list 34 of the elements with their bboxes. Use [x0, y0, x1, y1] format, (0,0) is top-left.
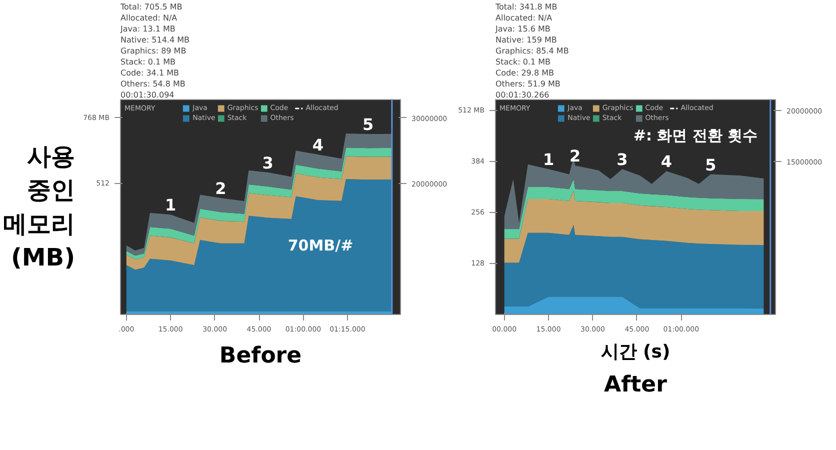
text: Native: 514.4 MB — [120, 36, 190, 44]
text: Before — [219, 344, 302, 368]
text: Others: 54.8 MB — [120, 80, 186, 88]
text: Code: 34.1 MB — [120, 68, 179, 78]
text: Allocated: N/A — [496, 14, 553, 22]
text: Native: 159 MB — [496, 36, 557, 44]
text: Code: 29.8 MB — [496, 68, 554, 78]
annotation: 5 — [705, 155, 716, 174]
text: Total: 705.5 MB — [120, 2, 182, 12]
text: Graphics: 89 MB — [120, 46, 186, 56]
text: Java: 13.1 MB — [120, 24, 176, 34]
text: Allocated: N/A — [120, 14, 178, 22]
annotation: 3 — [616, 150, 628, 170]
annotation: 4 — [312, 136, 324, 155]
annotation: 2 — [215, 179, 226, 198]
text: Total: 341.8 MB — [494, 2, 558, 12]
text: Others: 51.9 MB — [496, 80, 560, 88]
annotation: 70MB/# — [288, 236, 354, 254]
annotation: 4 — [660, 152, 672, 172]
annotation: 00:01:30.094 — [120, 90, 174, 100]
text: Stack: 0.1 MB — [120, 58, 176, 66]
x-axis-title: 시간 (s) — [600, 342, 670, 362]
annotation: 3 — [262, 153, 274, 172]
annotation: 5 — [362, 115, 374, 134]
annotation: 1 — [542, 150, 554, 170]
text: Stack: 0.1 MB — [496, 58, 551, 66]
text: Java: 15.6 MB — [494, 24, 550, 34]
annotation: 00:01:30.266 — [496, 90, 550, 100]
annotation: 2 — [570, 146, 581, 166]
y-axis-title: 사용 중인 메모리 (MB) — [3, 142, 76, 272]
annotation: #: 화면 전환 횟수 — [633, 126, 758, 144]
text: Graphics: 85.4 MB — [496, 46, 569, 56]
text: After — [604, 372, 668, 398]
annotation: 1 — [165, 196, 176, 215]
